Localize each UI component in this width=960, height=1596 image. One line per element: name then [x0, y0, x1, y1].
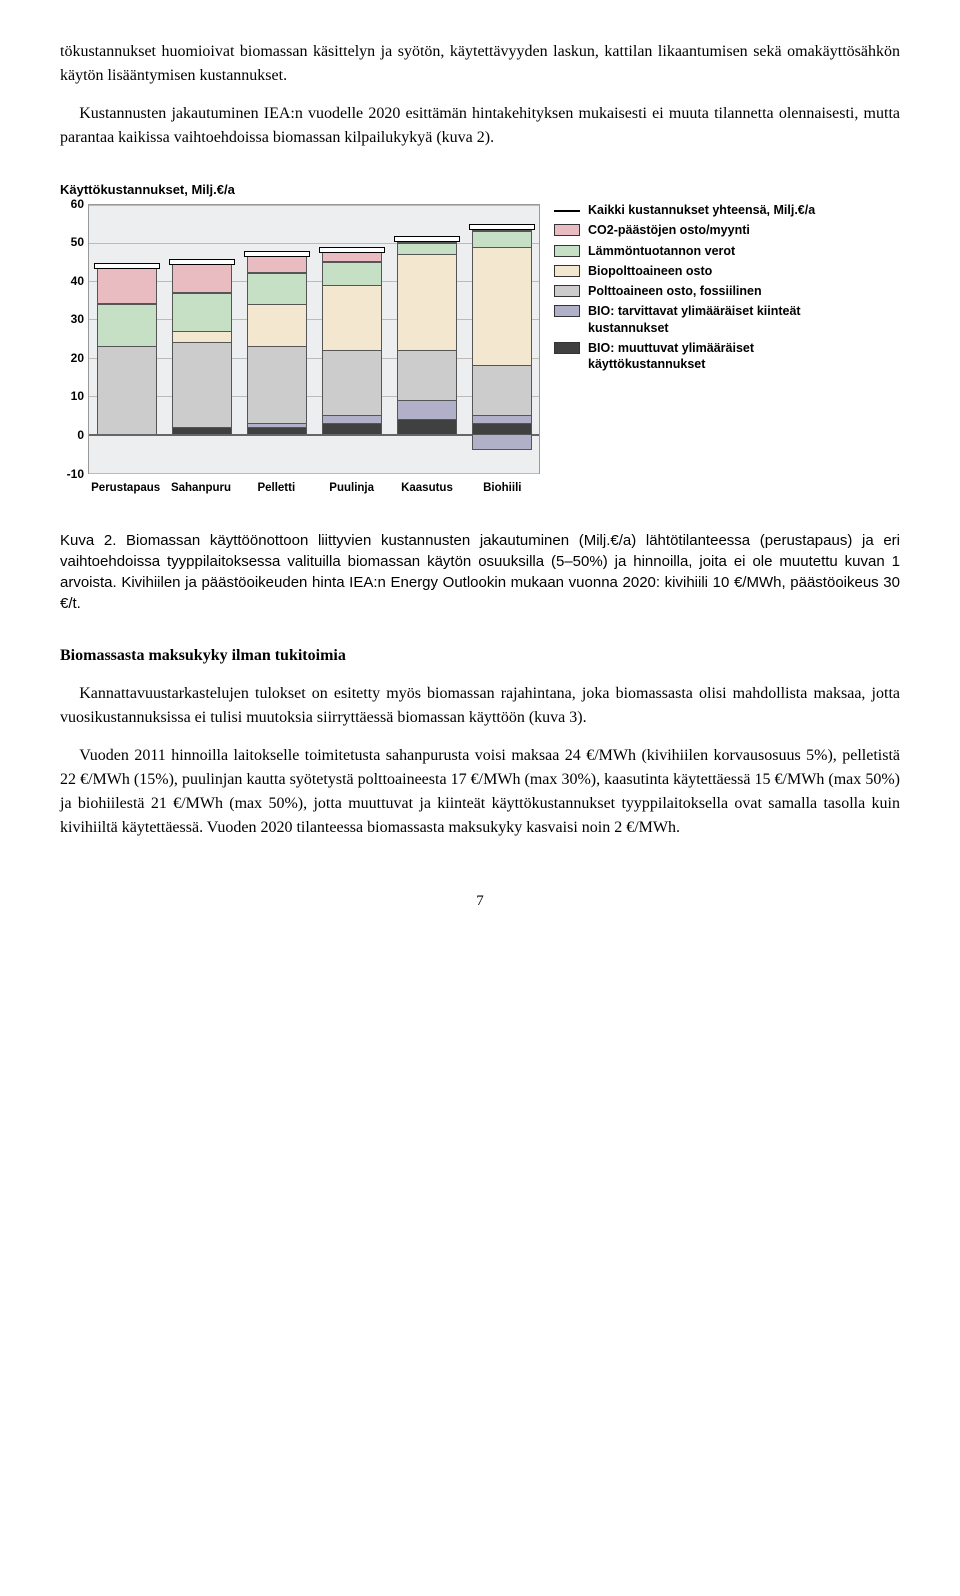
x-label: Sahanpuru	[163, 476, 238, 504]
legend-item: Polttoaineen osto, fossiilinen	[554, 283, 874, 299]
legend-item: Lämmöntuotannon verot	[554, 243, 874, 259]
y-tick: 30	[71, 310, 84, 328]
bar-puulinja	[314, 205, 389, 473]
legend-label: BIO: muuttuvat ylimääräiset käyttökustan…	[588, 340, 874, 373]
legend-label: Biopolttoaineen osto	[588, 263, 712, 279]
x-label: Pelletti	[239, 476, 314, 504]
page-number: 7	[60, 890, 900, 913]
bar-sahanpuru	[164, 205, 239, 473]
legend-swatch	[554, 285, 580, 297]
bar-perustapaus	[89, 205, 164, 473]
legend-swatch	[554, 342, 580, 354]
y-tick: 50	[71, 233, 84, 251]
y-tick: 20	[71, 349, 84, 367]
bar-kaasutus	[389, 205, 464, 473]
section-heading: Biomassasta maksukyky ilman tukitoimia	[60, 644, 900, 668]
legend-item: CO2-päästöjen osto/myynti	[554, 222, 874, 238]
legend-label: CO2-päästöjen osto/myynti	[588, 222, 750, 238]
legend-swatch	[554, 245, 580, 257]
bar-pelletti	[239, 205, 314, 473]
chart-title: Käyttökustannukset, Milj.€/a	[60, 180, 540, 200]
legend-item: Kaikki kustannukset yhteensä, Milj.€/a	[554, 202, 874, 218]
paragraph-3: Kannattavuustarkastelujen tulokset on es…	[60, 682, 900, 730]
legend-item: Biopolttoaineen osto	[554, 263, 874, 279]
y-tick: 60	[71, 195, 84, 213]
y-tick: 10	[71, 387, 84, 405]
x-label: Puulinja	[314, 476, 389, 504]
legend-item: BIO: muuttuvat ylimääräiset käyttökustan…	[554, 340, 874, 373]
legend-swatch	[554, 265, 580, 277]
legend-swatch	[554, 204, 580, 216]
bar-biohiili	[464, 205, 539, 473]
chart-plot: -100102030405060 PerustapausSahanpuruPel…	[60, 204, 540, 504]
y-tick: 0	[77, 426, 84, 444]
legend-swatch	[554, 305, 580, 317]
x-label: Kaasutus	[389, 476, 464, 504]
chart-container: Käyttökustannukset, Milj.€/a -10 0 10 20 30 4…	[60, 180, 900, 504]
paragraph-1: tökustannukset huomioivat biomassan käsi…	[60, 40, 900, 88]
paragraph-2: Kustannusten jakautuminen IEA:n vuodelle…	[60, 102, 900, 150]
x-label: Perustapaus	[88, 476, 163, 504]
legend-label: Lämmöntuotannon verot	[588, 243, 735, 259]
legend-label: BIO: tarvittavat ylimääräiset kiinteät k…	[588, 303, 874, 336]
x-label: Biohiili	[465, 476, 540, 504]
chart-caption: Kuva 2. Biomassan käyttöönottoon liittyv…	[60, 530, 900, 614]
legend-swatch	[554, 224, 580, 236]
chart-legend: Kaikki kustannukset yhteensä, Milj.€/a CO…	[554, 202, 874, 376]
y-tick: 40	[71, 272, 84, 290]
legend-label: Polttoaineen osto, fossiilinen	[588, 283, 762, 299]
paragraph-4: Vuoden 2011 hinnoilla laitokselle toimit…	[60, 744, 900, 840]
legend-label: Kaikki kustannukset yhteensä, Milj.€/a	[588, 202, 815, 218]
y-tick: -10	[67, 465, 84, 483]
legend-item: BIO: tarvittavat ylimääräiset kiinteät k…	[554, 303, 874, 336]
